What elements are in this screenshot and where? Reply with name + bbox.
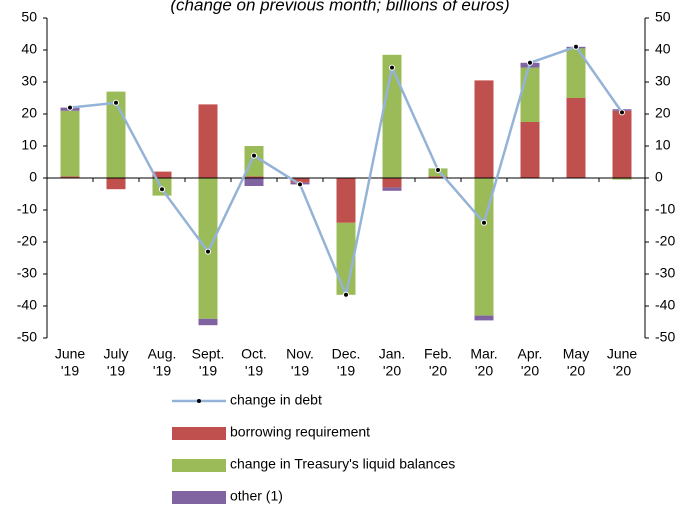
x-tick-label: '19 [291, 363, 309, 379]
x-tick-label: Dec. [332, 346, 361, 362]
y2-tick-label: -20 [655, 233, 675, 249]
legend-label: other (1) [230, 488, 283, 504]
bar [566, 48, 586, 98]
x-tick-label: Nov. [286, 346, 314, 362]
x-tick-label: '20 [429, 363, 447, 379]
y-tick-label: 40 [21, 41, 37, 57]
y-tick-label: 10 [21, 137, 37, 153]
bar [474, 315, 494, 321]
x-tick-label: '20 [613, 363, 631, 379]
legend-swatch [172, 427, 226, 440]
x-tick-label: June [607, 346, 638, 362]
line-marker [67, 104, 73, 111]
y-tick-label: -50 [17, 329, 37, 345]
x-tick-label: '19 [199, 363, 217, 379]
bar [198, 104, 218, 178]
legend-label: change in debt [230, 392, 322, 408]
y-tick-label: -20 [17, 233, 37, 249]
bar [290, 178, 310, 183]
line-marker [619, 109, 625, 116]
y2-tick-label: -10 [655, 201, 675, 217]
y2-tick-label: -40 [655, 297, 675, 313]
x-tick-label: '19 [61, 363, 79, 379]
bar [612, 178, 632, 180]
legend-label: borrowing requirement [230, 424, 370, 440]
x-tick-label: Aug. [148, 346, 177, 362]
bar [428, 176, 448, 178]
y-tick-label: -30 [17, 265, 37, 281]
line-marker [113, 99, 119, 106]
bar [474, 178, 494, 316]
x-tick-label: Apr. [518, 346, 543, 362]
bar [244, 178, 264, 186]
line-marker [435, 167, 441, 173]
line-marker [481, 219, 487, 226]
y-tick-label: -10 [17, 201, 37, 217]
bar [198, 318, 218, 326]
bar [336, 178, 356, 223]
bar [474, 80, 494, 178]
y2-tick-label: -30 [655, 265, 675, 281]
x-tick-label: '19 [107, 363, 125, 379]
y2-tick-label: 10 [655, 137, 671, 153]
y2-tick-label: 40 [655, 41, 671, 57]
y-tick-label: 30 [21, 73, 37, 89]
bar [520, 122, 540, 178]
bar [244, 176, 264, 178]
bar [566, 98, 586, 178]
x-tick-label: June [55, 346, 86, 362]
y-tick-label: 0 [29, 169, 37, 185]
bar [152, 171, 172, 178]
y2-tick-label: -50 [655, 329, 675, 345]
x-tick-label: '20 [475, 363, 493, 379]
bar [244, 146, 264, 177]
x-tick-label: '20 [567, 363, 585, 379]
line-marker [159, 186, 165, 193]
x-tick-label: Mar. [470, 346, 497, 362]
y2-tick-label: 20 [655, 105, 671, 121]
line-marker [389, 64, 395, 71]
bar [382, 178, 402, 188]
x-tick-label: '19 [337, 363, 355, 379]
line-marker [297, 181, 303, 188]
line-marker [527, 59, 533, 66]
line-marker [573, 43, 579, 50]
x-tick-label: Sept. [192, 346, 225, 362]
x-tick-label: July [104, 346, 129, 362]
y-tick-label: 50 [21, 9, 37, 25]
legend-swatch [172, 459, 226, 472]
y2-tick-label: 50 [655, 9, 671, 25]
bar [60, 176, 80, 178]
chart-subtitle: (change on previous month; billions of e… [170, 0, 509, 14]
x-tick-label: May [563, 346, 589, 362]
x-tick-label: '20 [383, 363, 401, 379]
bar [198, 178, 218, 319]
line-marker [251, 152, 257, 159]
y2-tick-label: 30 [655, 73, 671, 89]
x-tick-label: Oct. [241, 346, 267, 362]
bar [382, 187, 402, 191]
legend-swatch [172, 491, 226, 504]
x-tick-label: Jan. [379, 346, 405, 362]
bar [60, 110, 80, 177]
legend-marker [197, 399, 201, 403]
bar [612, 110, 632, 178]
y2-tick-label: 0 [655, 169, 663, 185]
x-tick-label: '20 [521, 363, 539, 379]
bar [106, 178, 126, 190]
x-tick-label: '19 [153, 363, 171, 379]
line-marker [205, 248, 211, 255]
x-tick-label: '19 [245, 363, 263, 379]
legend-label: change in Treasury's liquid balances [230, 456, 455, 472]
y-tick-label: 20 [21, 105, 37, 121]
x-tick-label: Feb. [424, 346, 452, 362]
y-tick-label: -40 [17, 297, 37, 313]
line-marker [343, 291, 349, 298]
bar [520, 67, 540, 122]
